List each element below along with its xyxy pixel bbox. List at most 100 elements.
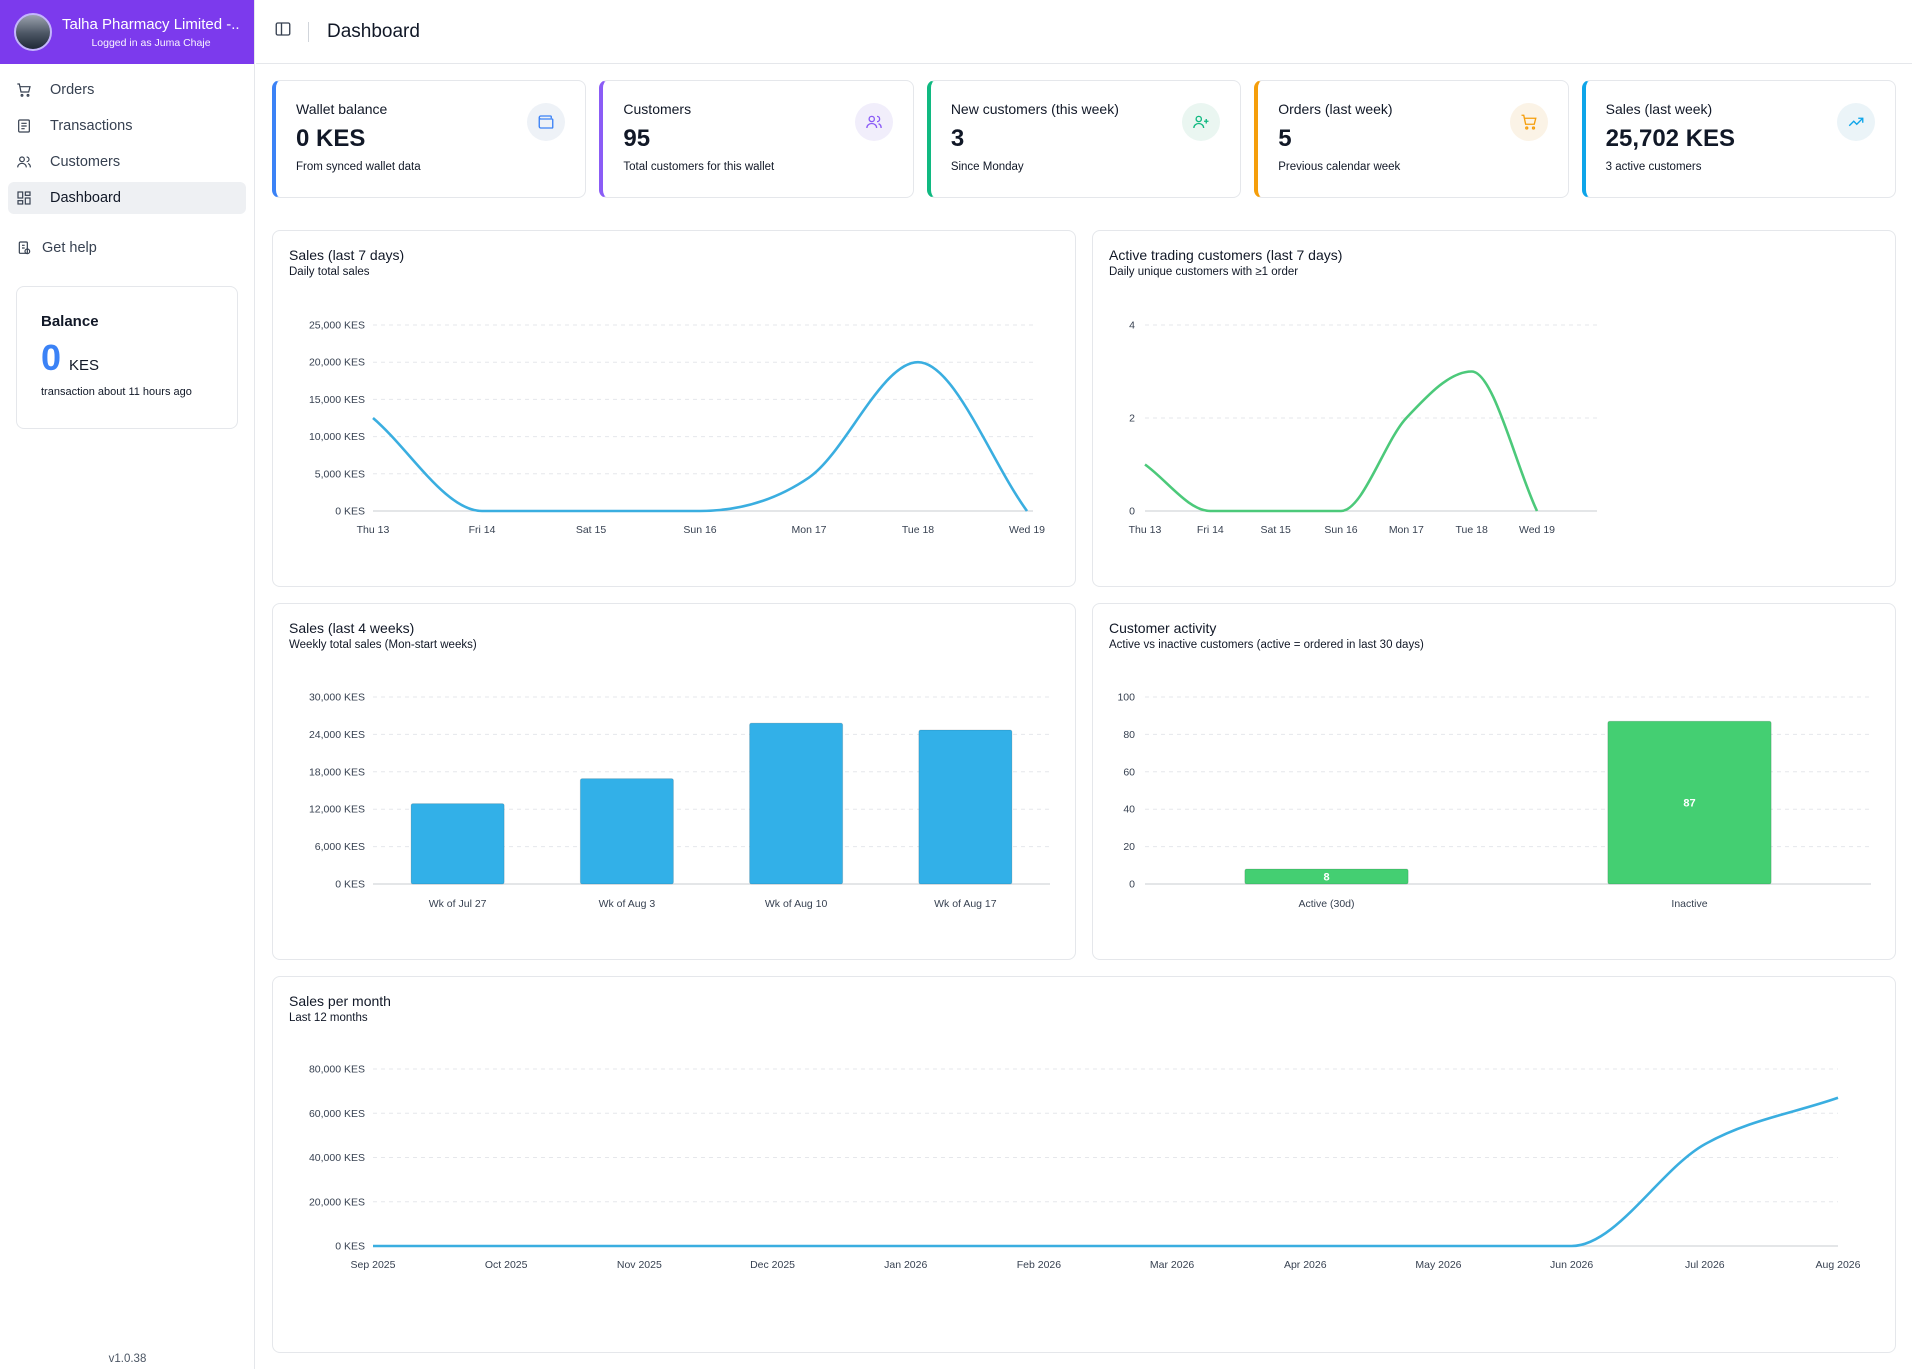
sidebar-item-label: Transactions xyxy=(50,118,133,134)
get-help-label: Get help xyxy=(42,240,97,256)
stat-value: 0 KES xyxy=(296,125,366,152)
stat-note: From synced wallet data xyxy=(296,161,421,173)
stat-value: 95 xyxy=(623,125,651,152)
series-line xyxy=(373,1096,1839,1248)
x-tick-label: Mon 17 xyxy=(791,524,826,536)
y-tick-label: 18,000 KES xyxy=(309,766,365,778)
org-name: Talha Pharmacy Limited -... xyxy=(62,15,240,33)
stat-card-orders: Orders (last week) 5 Previous calendar w… xyxy=(1254,80,1569,198)
stat-value: 3 xyxy=(950,125,965,152)
y-tick-label: 20 xyxy=(1123,841,1135,853)
chart-subtitle: Weekly total sales (Mon-start weeks) xyxy=(289,639,477,651)
stat-value: 5 xyxy=(1278,125,1292,152)
y-tick-label: 0 xyxy=(1129,506,1135,518)
chart-card-active-customers: Active trading customers (last 7 days) D… xyxy=(1092,230,1896,587)
user-plus-icon xyxy=(1182,103,1221,141)
y-tick-label: 20,000 KES xyxy=(309,1196,365,1208)
x-tick-label: May 2026 xyxy=(1415,1259,1461,1271)
sidebar-item-customers[interactable]: Customers xyxy=(8,146,246,178)
sidebar-nav: Orders Transactions Customers Dashboard … xyxy=(0,64,254,264)
sidebar: Talha Pharmacy Limited -... Logged in as… xyxy=(0,0,255,1369)
x-tick-label: Apr 2026 xyxy=(1284,1259,1327,1271)
chart-card-sales-per-month: Sales per month Last 12 months 0 KES 20,0… xyxy=(272,976,1896,1353)
y-tick-label: 20,000 KES xyxy=(309,357,365,369)
y-tick-label: 40 xyxy=(1123,804,1135,816)
x-tick-label: Sat 15 xyxy=(1260,524,1291,536)
series-line xyxy=(1144,370,1539,513)
x-tick-label: Fri 14 xyxy=(1197,524,1224,536)
balance-card: Balance 0 KES transaction about 11 hours… xyxy=(16,286,238,429)
x-tick-label: Mar 2026 xyxy=(1150,1259,1195,1271)
stat-card-wallet-balance: Wallet balance 0 KES From synced wallet … xyxy=(272,80,587,198)
cart-icon xyxy=(17,83,31,97)
x-tick-label: Wk of Jul 27 xyxy=(429,898,487,910)
x-tick-label: Aug 2026 xyxy=(1816,1259,1861,1271)
stat-value: 25,702 KES xyxy=(1605,125,1736,152)
y-tick-label: 40,000 KES xyxy=(309,1152,365,1164)
y-tick-label: 2 xyxy=(1129,413,1135,425)
bar xyxy=(918,729,1013,885)
y-tick-label: 4 xyxy=(1129,320,1135,332)
x-tick-label: Inactive xyxy=(1671,898,1707,910)
y-tick-label: 5,000 KES xyxy=(315,468,365,480)
chart-subtitle: Last 12 months xyxy=(289,1012,368,1024)
y-tick-label: 30,000 KES xyxy=(309,692,365,704)
stat-label: New customers (this week) xyxy=(950,101,1119,117)
balance-title: Balance xyxy=(41,313,99,330)
chart-plot: 0 20 40 60 80 100 8 Active (30d) 87 Inactive xyxy=(1117,692,1871,910)
sidebar-item-label: Customers xyxy=(50,154,121,170)
x-tick-label: Wed 19 xyxy=(1009,524,1045,536)
receipt-icon xyxy=(18,119,30,133)
x-tick-label: Wk of Aug 3 xyxy=(599,898,656,910)
stat-label: Sales (last week) xyxy=(1605,101,1713,117)
sidebar-item-label: Dashboard xyxy=(50,190,121,206)
cart-icon xyxy=(1509,103,1548,141)
y-tick-label: 0 KES xyxy=(335,506,365,518)
account-switcher[interactable]: Talha Pharmacy Limited -... Logged in as… xyxy=(0,0,254,64)
stat-note: Total customers for this wallet xyxy=(623,161,775,173)
stat-note: Previous calendar week xyxy=(1278,161,1401,173)
stat-label: Orders (last week) xyxy=(1278,101,1393,117)
x-tick-label: Jan 2026 xyxy=(884,1259,927,1271)
y-tick-label: 6,000 KES xyxy=(315,841,365,853)
topbar: Dashboard xyxy=(256,0,1912,64)
sidebar-item-transactions[interactable]: Transactions xyxy=(8,110,246,142)
chart-subtitle: Daily total sales xyxy=(289,266,370,278)
x-tick-label: Wk of Aug 10 xyxy=(765,898,828,910)
y-tick-label: 12,000 KES xyxy=(309,804,365,816)
get-help-link[interactable]: Get help xyxy=(8,232,246,264)
bar-data-label: 87 xyxy=(1683,798,1695,810)
y-tick-label: 15,000 KES xyxy=(309,394,365,406)
chart-card-customer-activity: Customer activity Active vs inactive cus… xyxy=(1092,603,1896,960)
balance-unit: KES xyxy=(69,357,100,374)
sidebar-item-orders[interactable]: Orders xyxy=(8,74,246,106)
y-tick-label: 24,000 KES xyxy=(309,729,365,741)
x-tick-label: Tue 18 xyxy=(1456,524,1488,536)
y-tick-label: 0 KES xyxy=(335,1241,365,1253)
bar xyxy=(749,722,844,885)
sidebar-toggle-button[interactable] xyxy=(274,20,292,43)
x-tick-label: Wed 19 xyxy=(1519,524,1555,536)
x-tick-label: Sat 15 xyxy=(576,524,607,536)
y-tick-label: 100 xyxy=(1117,692,1135,704)
y-tick-label: 0 KES xyxy=(335,879,365,891)
sidebar-item-dashboard[interactable]: Dashboard xyxy=(8,182,246,214)
logged-in-as: Logged in as Juma Chaje xyxy=(91,36,211,49)
panel-left-icon xyxy=(275,22,291,36)
users-icon xyxy=(854,103,893,141)
x-tick-label: Oct 2025 xyxy=(485,1259,528,1271)
x-tick-label: Tue 18 xyxy=(902,524,934,536)
x-tick-label: Sun 16 xyxy=(1324,524,1357,536)
x-tick-label: Thu 13 xyxy=(357,524,390,536)
chart-title: Sales (last 4 weeks) xyxy=(289,620,415,636)
sidebar-item-label: Orders xyxy=(50,82,95,98)
avatar xyxy=(14,13,52,51)
bar xyxy=(1607,720,1772,885)
x-tick-label: Sep 2025 xyxy=(351,1259,396,1271)
x-tick-label: Nov 2025 xyxy=(617,1259,662,1271)
y-tick-label: 10,000 KES xyxy=(309,431,365,443)
chart-title: Sales (last 7 days) xyxy=(289,247,405,263)
stat-note: 3 active customers xyxy=(1605,161,1702,173)
stat-card-customers: Customers 95 Total customers for this wa… xyxy=(599,80,914,198)
stat-note: Since Monday xyxy=(950,161,1024,173)
